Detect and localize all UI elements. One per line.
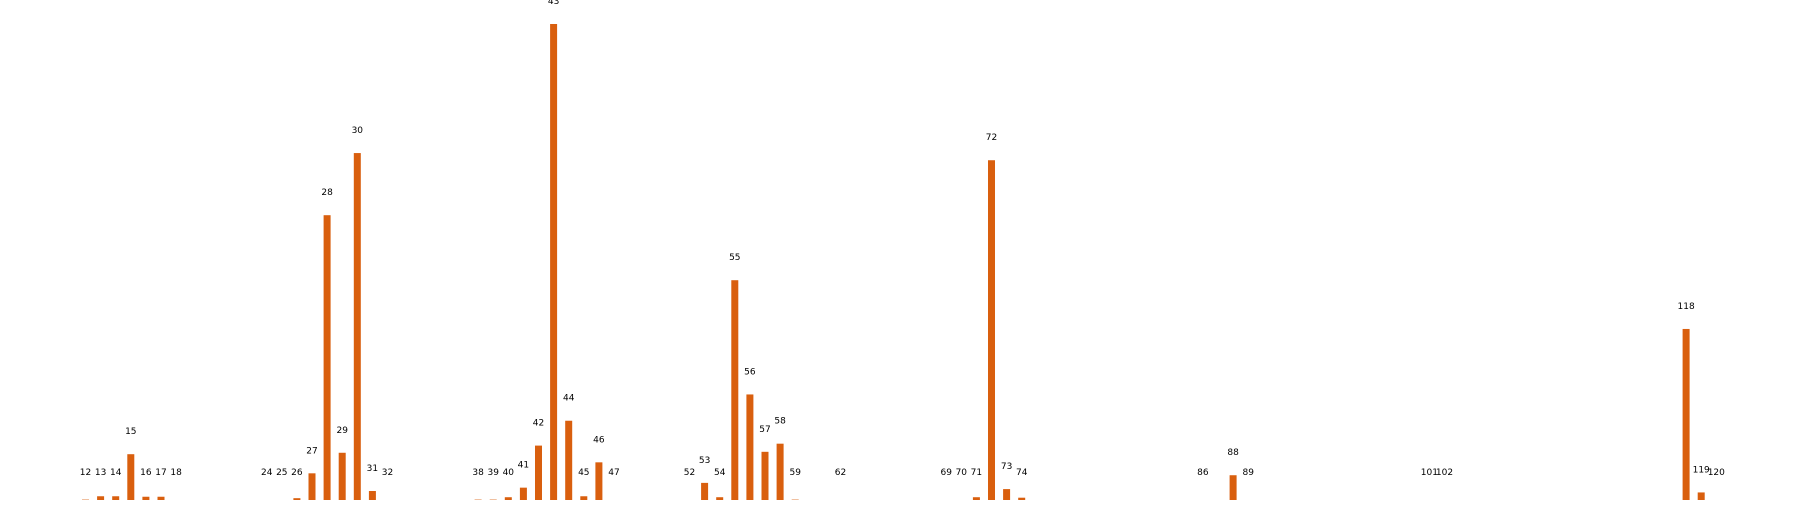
bar-46 [595,462,602,500]
data-label-41: 41 [518,461,529,471]
bar-44 [565,421,572,500]
data-label-47: 47 [608,468,619,478]
bar-15 [127,454,134,500]
bar-57 [762,452,769,500]
bar-45 [580,496,587,500]
bar-56 [746,394,753,500]
data-label-14: 14 [110,468,122,478]
data-label-42: 42 [533,419,544,429]
bar-13 [97,496,104,500]
data-label-52: 52 [684,468,695,478]
data-label-58: 58 [774,417,786,427]
data-label-13: 13 [95,468,106,478]
data-label-15: 15 [125,427,136,437]
data-label-24: 24 [261,468,273,478]
data-label-45: 45 [578,468,589,478]
data-label-53: 53 [699,456,710,466]
data-label-57: 57 [759,425,770,435]
data-label-44: 44 [563,394,575,404]
bar-28 [324,215,331,500]
data-label-16: 16 [140,468,152,478]
data-label-31: 31 [367,464,378,474]
data-label-88: 88 [1227,448,1239,458]
data-label-27: 27 [306,446,317,456]
data-label-39: 39 [487,468,499,478]
bar-73 [1003,489,1010,500]
data-label-26: 26 [291,468,303,478]
data-label-72: 72 [986,133,997,143]
data-label-62: 62 [835,468,846,478]
bar-27 [309,473,316,500]
bar-42 [535,446,542,500]
data-label-118: 118 [1678,302,1695,312]
data-label-86: 86 [1197,468,1209,478]
bars-layer [82,24,1720,500]
bar-58 [777,444,784,500]
data-label-56: 56 [744,367,756,377]
data-label-102: 102 [1436,468,1453,478]
data-label-89: 89 [1242,468,1254,478]
data-label-28: 28 [321,188,333,198]
bar-88 [1230,475,1237,500]
bar-41 [520,488,527,500]
bar-29 [339,453,346,500]
data-label-59: 59 [789,468,801,478]
data-label-54: 54 [714,468,726,478]
bar-14 [112,496,119,500]
bar-30 [354,153,361,500]
data-label-69: 69 [940,468,952,478]
data-label-17: 17 [155,468,166,478]
data-label-18: 18 [170,468,182,478]
data-label-29: 29 [336,426,348,436]
data-label-46: 46 [593,435,605,445]
data-label-25: 25 [276,468,287,478]
data-label-40: 40 [503,468,515,478]
bar-43 [550,24,557,500]
data-label-12: 12 [80,468,91,478]
data-label-74: 74 [1016,468,1028,478]
data-label-55: 55 [729,253,740,263]
data-label-43: 43 [548,0,559,7]
data-label-70: 70 [956,468,968,478]
data-label-38: 38 [472,468,484,478]
bar-119 [1698,492,1705,500]
bar-55 [731,280,738,500]
bar-118 [1683,329,1690,500]
data-label-71: 71 [971,468,982,478]
data-label-73: 73 [1001,462,1012,472]
data-label-32: 32 [382,468,393,478]
bar-53 [701,483,708,500]
bar-72 [988,160,995,500]
data-label-120: 120 [1708,468,1725,478]
data-label-30: 30 [352,126,364,136]
bar-31 [369,491,376,500]
